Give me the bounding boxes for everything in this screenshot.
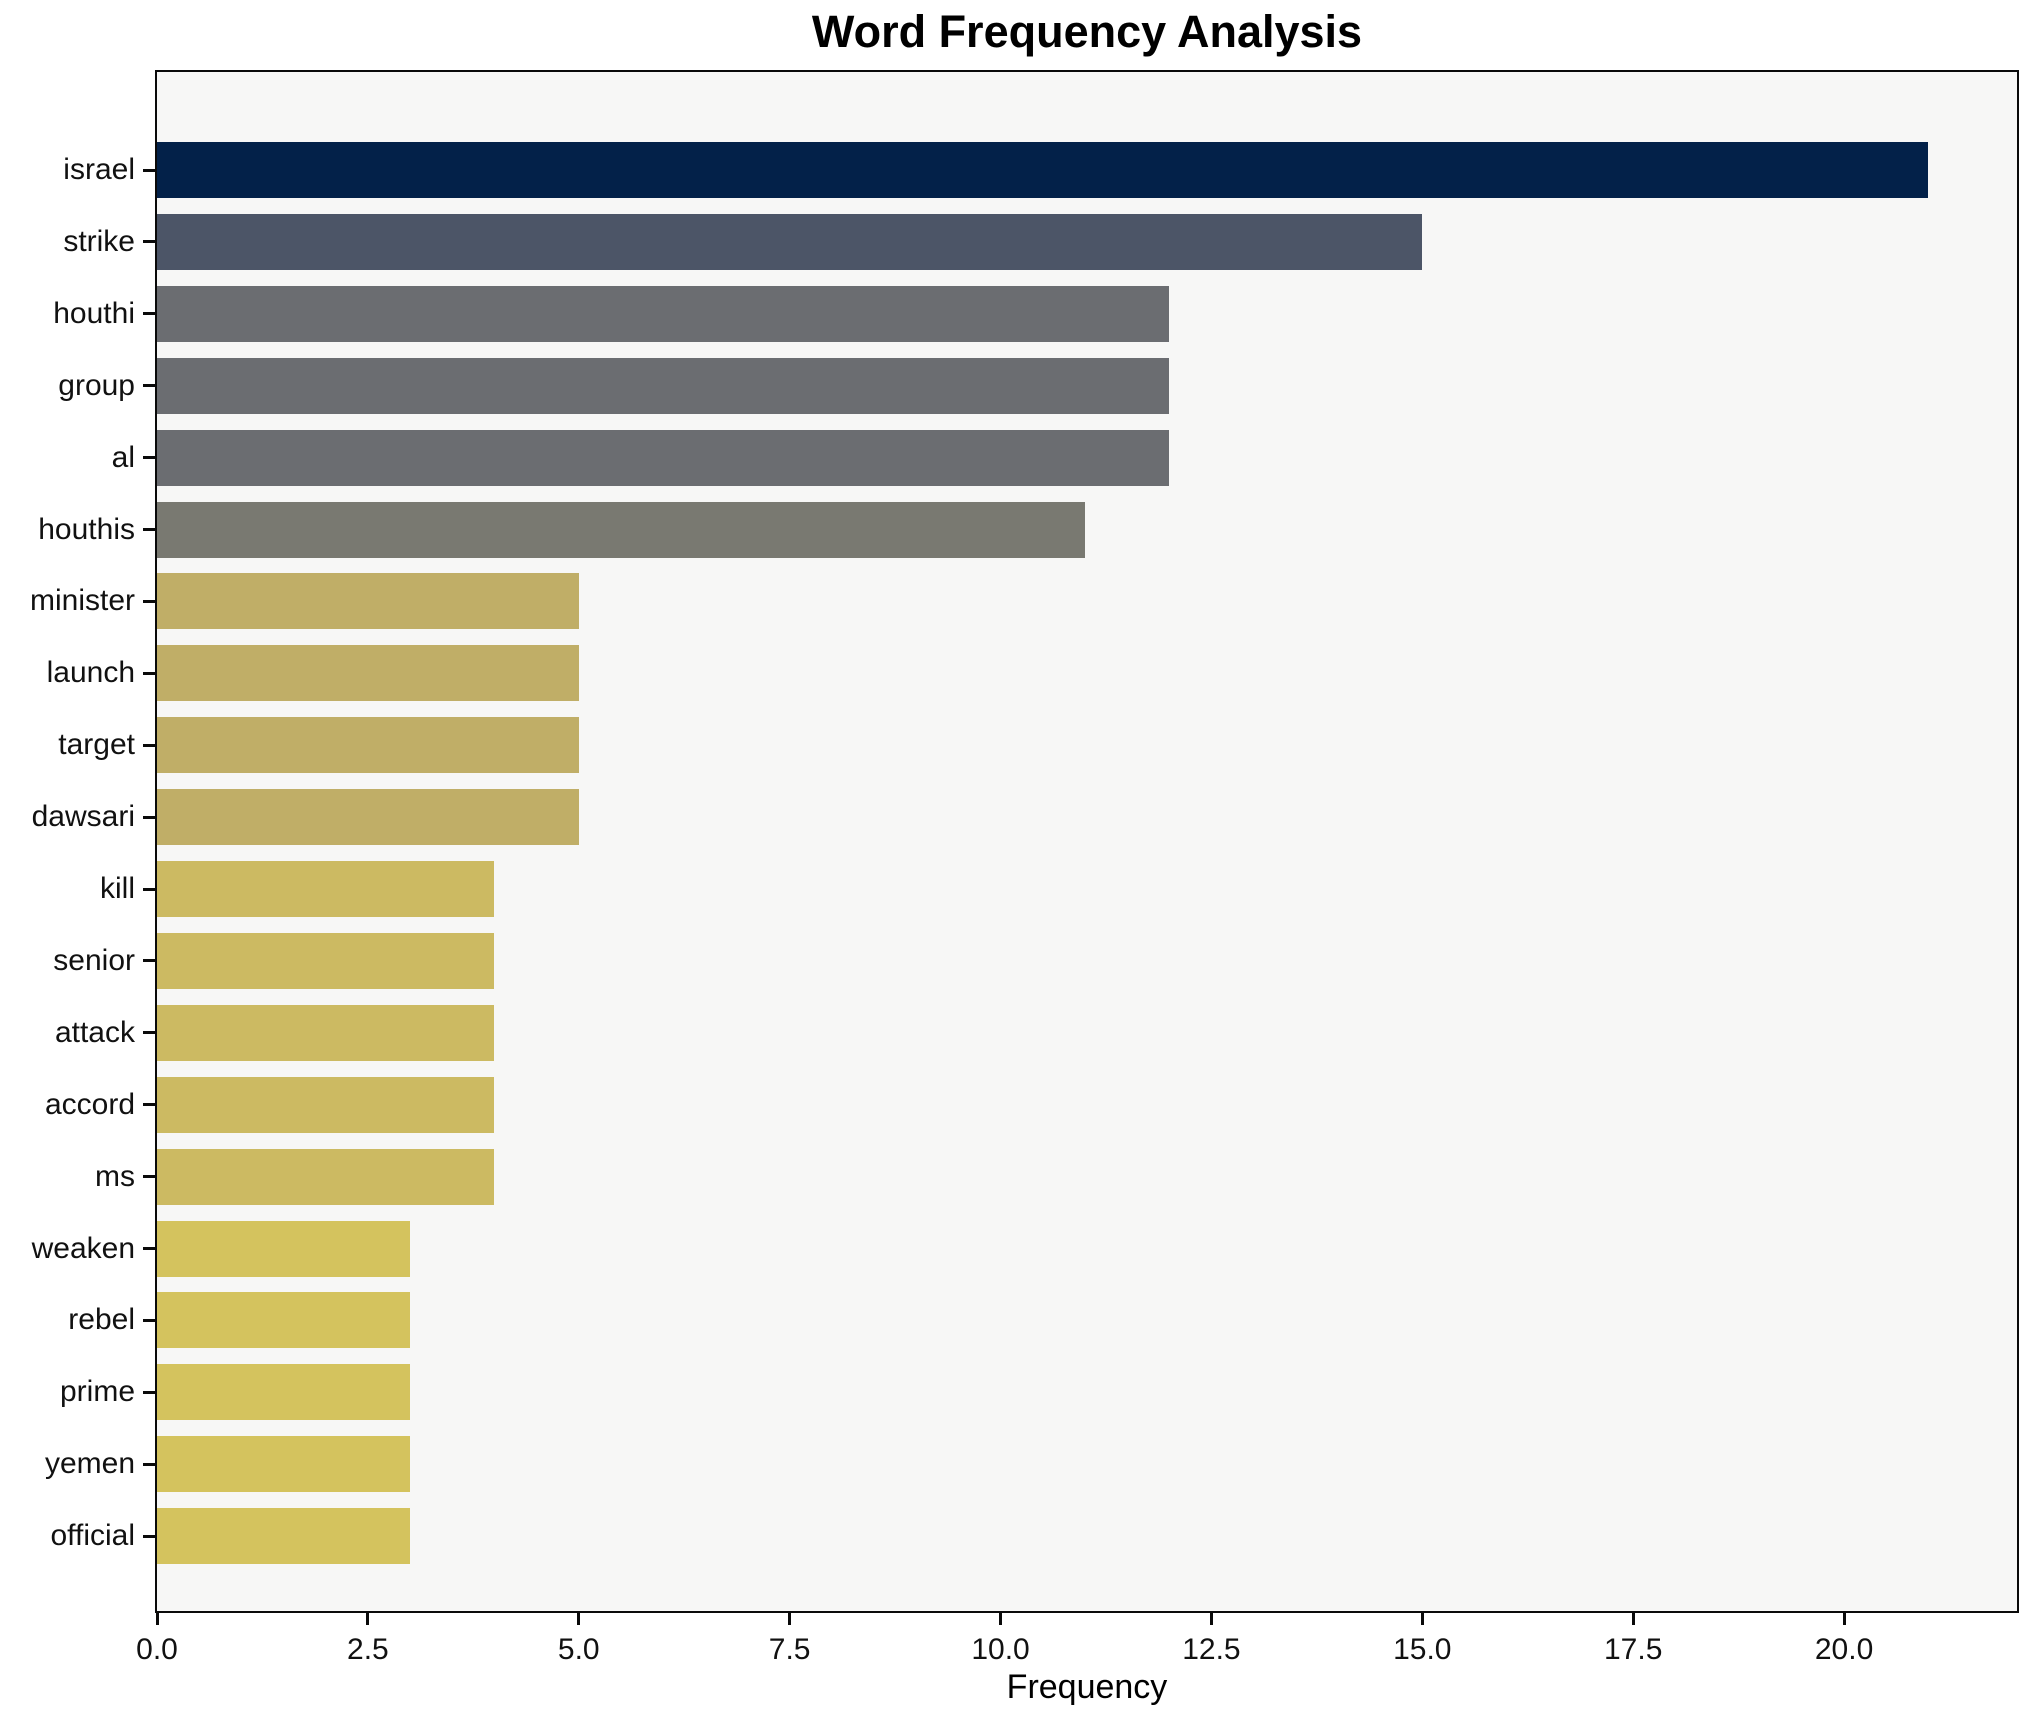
y-tick-mark — [143, 1462, 155, 1466]
y-tick-mark — [143, 240, 155, 244]
y-tick-label-strike: strike — [63, 224, 135, 258]
y-tick-mark — [143, 815, 155, 819]
x-tick-label-5.0: 5.0 — [557, 1633, 600, 1666]
x-tick-label-17.5: 17.5 — [1603, 1633, 1663, 1666]
y-tick-mark — [143, 743, 155, 747]
bar-launch — [157, 645, 579, 702]
y-tick-label-attack: attack — [54, 1015, 135, 1049]
y-tick-mark — [143, 959, 155, 963]
bar-houthis — [157, 501, 1085, 558]
bar-minister — [157, 573, 579, 630]
x-tick-mark — [1842, 1613, 1846, 1625]
y-tick-mark — [143, 1175, 155, 1179]
x-tick-label-20.0: 20.0 — [1814, 1633, 1874, 1666]
x-tick-mark — [1209, 1613, 1213, 1625]
y-tick-label-group: group — [58, 368, 135, 402]
y-tick-label-prime: prime — [59, 1375, 135, 1409]
x-tick-label-7.5: 7.5 — [768, 1633, 811, 1666]
y-tick-label-senior: senior — [53, 943, 135, 977]
chart-title: Word Frequency Analysis — [811, 6, 1363, 57]
y-tick-mark — [143, 1247, 155, 1250]
bar-al — [157, 429, 1170, 486]
y-tick-label-rebel: rebel — [68, 1303, 135, 1337]
bar-weaken — [157, 1220, 411, 1277]
bar-dawsari — [157, 789, 579, 846]
bar-kill — [157, 861, 495, 917]
x-tick-mark — [366, 1613, 370, 1625]
x-tick-label-12.5: 12.5 — [1182, 1633, 1241, 1666]
x-axis-label: Frequency — [1006, 1668, 1168, 1706]
y-tick-mark — [143, 887, 155, 891]
y-tick-label-dawsari: dawsari — [31, 800, 135, 834]
bar-target — [157, 717, 579, 774]
x-tick-label-10.0: 10.0 — [971, 1633, 1030, 1666]
x-tick-mark — [155, 1613, 159, 1625]
y-tick-mark — [143, 168, 155, 172]
bar-houthi — [157, 285, 1170, 342]
y-tick-label-accord: accord — [44, 1087, 135, 1121]
plot-area — [155, 70, 2019, 1613]
bar-senior — [157, 932, 495, 989]
y-tick-label-launch: launch — [46, 656, 135, 690]
y-tick-mark — [143, 528, 155, 531]
bar-israel — [157, 142, 1929, 198]
bar-ms — [157, 1148, 495, 1205]
y-tick-mark — [143, 312, 155, 316]
bar-group — [157, 357, 1170, 414]
y-tick-label-minister: minister — [29, 584, 135, 618]
bar-prime — [157, 1364, 411, 1421]
x-tick-mark — [1420, 1613, 1424, 1625]
x-tick-mark — [788, 1613, 792, 1625]
y-tick-label-official: official — [50, 1519, 136, 1553]
y-tick-mark — [143, 1390, 155, 1394]
y-tick-label-kill: kill — [100, 872, 135, 905]
y-tick-label-yemen: yemen — [44, 1447, 135, 1481]
x-tick-mark — [1631, 1613, 1635, 1625]
x-tick-label-2.5: 2.5 — [347, 1633, 389, 1666]
bar-attack — [157, 1004, 495, 1061]
bar-rebel — [157, 1292, 411, 1349]
y-tick-mark — [143, 671, 155, 675]
y-tick-label-houthi: houthi — [53, 296, 135, 330]
y-tick-mark — [143, 599, 155, 603]
y-tick-label-target: target — [58, 728, 135, 762]
bar-official — [157, 1508, 411, 1565]
y-tick-mark — [143, 384, 155, 388]
bar-accord — [157, 1076, 495, 1133]
y-tick-mark — [143, 1103, 155, 1107]
bar-strike — [157, 213, 1423, 270]
x-tick-label-0.0: 0.0 — [136, 1633, 178, 1666]
y-tick-label-israel: israel — [63, 153, 135, 186]
y-tick-mark — [143, 1031, 155, 1035]
y-tick-label-ms: ms — [95, 1159, 135, 1193]
y-tick-label-al: al — [111, 440, 135, 474]
x-tick-label-15.0: 15.0 — [1393, 1633, 1452, 1666]
y-tick-label-weaken: weaken — [31, 1231, 135, 1265]
x-tick-mark — [577, 1613, 581, 1625]
y-tick-label-houthis: houthis — [38, 512, 135, 546]
y-tick-mark — [143, 456, 155, 460]
y-tick-mark — [143, 1318, 155, 1322]
y-tick-mark — [143, 1534, 155, 1538]
bar-yemen — [157, 1436, 411, 1493]
x-tick-mark — [999, 1613, 1003, 1625]
